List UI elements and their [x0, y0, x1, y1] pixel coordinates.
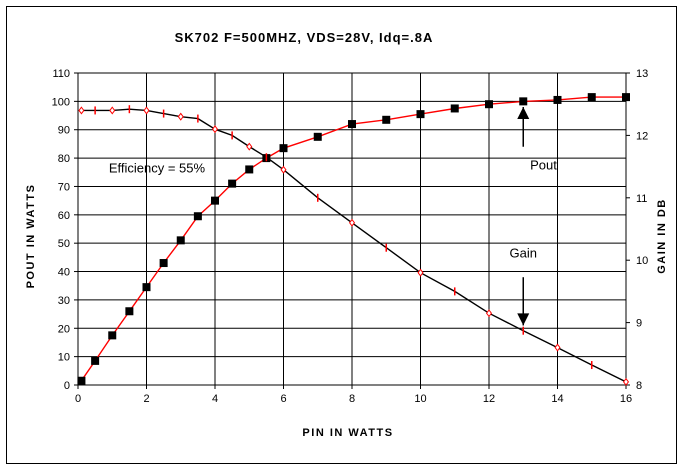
data-point-pout	[176, 236, 185, 245]
y-tick-label: 20	[58, 323, 70, 335]
data-point-gain	[78, 106, 85, 115]
y-tick-label: 10	[58, 352, 70, 364]
markers	[77, 93, 630, 386]
x-tick-label: 2	[143, 393, 149, 405]
data-point-gain	[177, 112, 184, 121]
annotation-text: Pout	[530, 157, 557, 172]
data-point-gain	[348, 218, 356, 227]
data-point-pout	[77, 376, 86, 385]
data-point-pout	[313, 132, 322, 141]
data-point-gain	[417, 268, 424, 277]
data-point-pout	[142, 283, 151, 292]
data-point-pout	[485, 100, 493, 109]
x-tick-label: 12	[483, 393, 495, 405]
y2-tick-label: 12	[636, 130, 648, 142]
data-point-pout	[211, 196, 219, 205]
chart-title: SK702 F=500MHZ, VDS=28V, Idq=.8A	[175, 30, 434, 45]
data-point-pout	[228, 179, 237, 188]
y2-tick-label: 11	[636, 193, 647, 205]
y2-tick-label: 8	[636, 380, 642, 392]
x-tick-label: 14	[551, 393, 563, 405]
annotation-text: Efficiency = 55%	[109, 160, 206, 175]
y2-axis-label: GAIN IN DB	[656, 198, 668, 274]
x-tick-label: 10	[414, 393, 426, 405]
data-point-pout	[416, 110, 425, 119]
data-point-pout	[108, 331, 117, 340]
data-point-pout	[587, 93, 596, 102]
data-point-pout	[91, 356, 100, 365]
data-point-pout	[553, 95, 562, 104]
series-lines	[80, 96, 627, 383]
y-axis-label: POUT IN WATTS	[25, 184, 37, 289]
y2-tick-label: 9	[636, 318, 642, 330]
x-axis-label: PIN IN WATTS	[302, 427, 393, 439]
annotations: Efficiency = 55% Pout Gain	[109, 107, 557, 326]
x-tick-label: 6	[280, 393, 286, 405]
chart-frame	[6, 6, 677, 464]
y-tick-label: 70	[58, 181, 70, 193]
data-point-pout	[125, 307, 134, 316]
y-tick-label: 100	[52, 96, 70, 108]
y-tick-label: 60	[58, 210, 70, 222]
data-point-pout	[348, 120, 356, 129]
data-point-gain	[143, 106, 150, 115]
y-tick-label: 40	[58, 267, 70, 279]
annotation-arrow-head	[517, 107, 530, 120]
data-point-pout	[519, 97, 528, 106]
data-point-gain	[246, 142, 253, 151]
data-point-gain	[211, 125, 219, 134]
data-point-gain	[280, 165, 287, 174]
series-line-gain	[81, 108, 627, 383]
grid	[77, 72, 627, 386]
data-point-pout	[193, 212, 202, 221]
data-point-gain	[485, 309, 493, 318]
data-point-pout	[159, 259, 168, 268]
y-tick-label: 30	[58, 295, 70, 307]
y-tick-label: 50	[58, 238, 70, 250]
y-tick-label: 0	[64, 380, 70, 392]
x-tick-label: 8	[349, 393, 355, 405]
series-line-pout	[80, 96, 626, 382]
ticks: 0 10 20 30 40 50 60 70 80 90 100 110 0 2 4 6 8 10 12 14 16 8 9…	[52, 68, 649, 405]
y-tick-label: 110	[52, 68, 70, 80]
y-tick-label: 90	[58, 125, 70, 137]
x-tick-label: 16	[620, 393, 632, 405]
annotation-text: Gain	[510, 245, 537, 260]
data-point-pout	[622, 93, 630, 102]
data-point-pout	[279, 144, 288, 153]
data-point-gain	[109, 106, 116, 115]
data-point-gain	[622, 377, 630, 386]
data-point-pout	[245, 165, 254, 174]
y2-tick-label: 13	[636, 68, 648, 80]
data-point-gain	[554, 343, 561, 352]
x-tick-label: 0	[75, 393, 81, 405]
data-point-pout	[450, 104, 459, 113]
x-tick-label: 4	[212, 393, 218, 405]
annotation-arrow-head	[517, 313, 530, 326]
y-tick-label: 80	[58, 153, 70, 165]
y2-tick-label: 10	[636, 255, 648, 267]
data-point-pout	[382, 115, 391, 124]
